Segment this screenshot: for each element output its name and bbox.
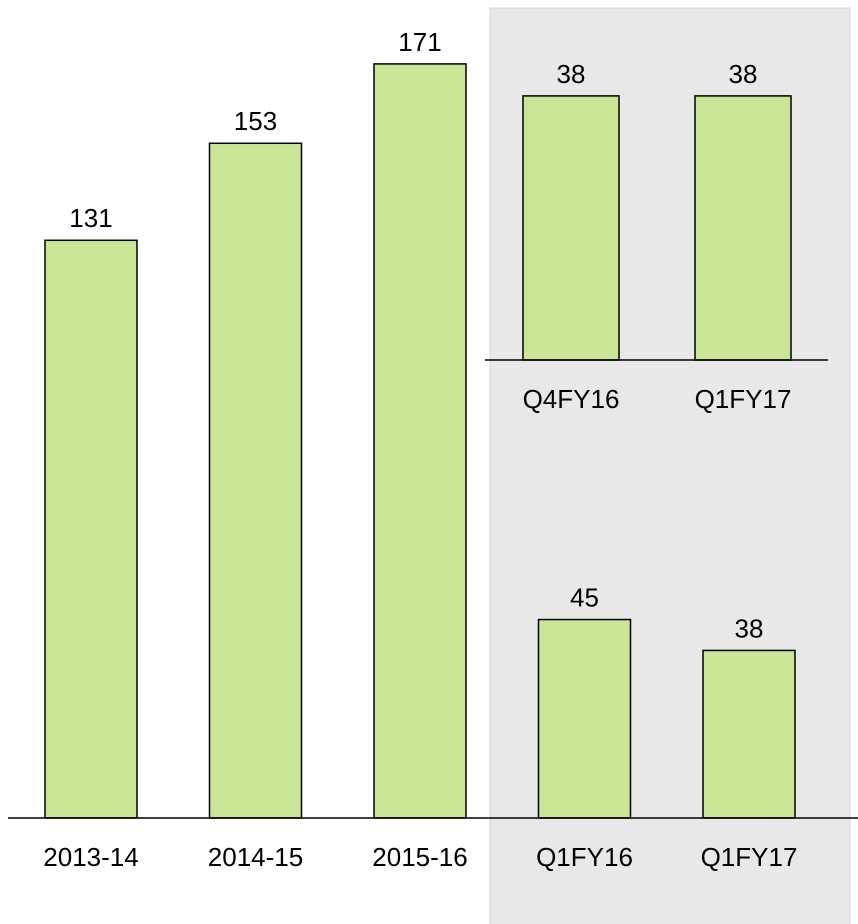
data-label: 131	[69, 203, 112, 233]
bar	[702, 649, 796, 819]
data-label: 38	[557, 59, 586, 89]
x-tick-label: Q1FY16	[536, 842, 633, 872]
x-tick-label: 2013-14	[43, 842, 138, 872]
bar	[373, 63, 467, 819]
data-label: 38	[735, 613, 764, 643]
data-label: 45	[570, 582, 599, 612]
bar	[694, 95, 792, 361]
bar	[522, 95, 620, 361]
x-tick-label: Q1FY17	[701, 842, 798, 872]
x-tick-label: Q4FY16	[523, 384, 620, 414]
data-label: 171	[398, 27, 441, 57]
bar	[208, 142, 303, 819]
bar	[44, 239, 138, 819]
bar	[537, 618, 632, 819]
x-tick-label: Q1FY17	[695, 384, 792, 414]
x-tick-label: 2015-16	[372, 842, 467, 872]
data-label: 153	[234, 106, 277, 136]
x-tick-label: 2014-15	[208, 842, 303, 872]
data-label: 38	[729, 59, 758, 89]
